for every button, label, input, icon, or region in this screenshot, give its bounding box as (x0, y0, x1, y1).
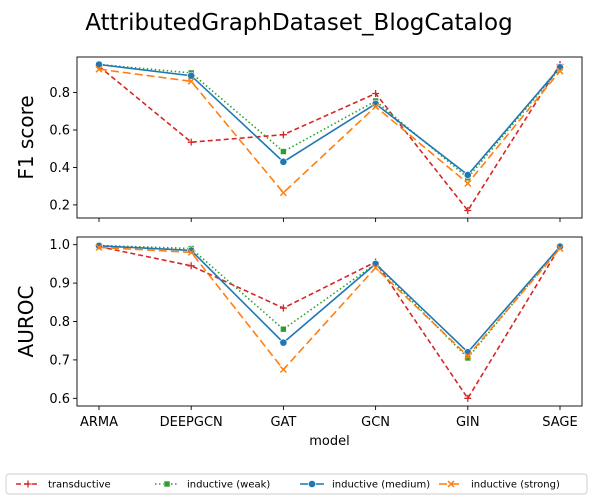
legend-label: inductive (strong) (471, 480, 560, 491)
series-inductive-weak (95, 61, 564, 182)
series-line (98, 244, 561, 360)
legend-label: inductive (weak) (187, 480, 270, 491)
series-line (98, 245, 561, 400)
y-axis-label: AUROC (14, 286, 38, 358)
data-point (279, 131, 287, 139)
legend-marker (24, 480, 32, 488)
data-point (464, 207, 472, 215)
series-inductive-strong (95, 65, 564, 197)
data-point (279, 365, 287, 374)
data-point (372, 264, 380, 272)
x-tick-label: DEEPGCN (160, 415, 223, 430)
series-line (98, 68, 561, 194)
x-tick-label: GCN (361, 415, 390, 430)
plot-frame (76, 236, 583, 407)
data-point (372, 103, 380, 111)
data-point (279, 338, 288, 347)
series-line (98, 63, 561, 177)
data-point (279, 304, 287, 312)
series-line (98, 246, 561, 371)
y-tick-label: 0.7 (49, 353, 70, 368)
data-point (95, 60, 103, 69)
data-point (464, 394, 472, 402)
plot-frame (76, 56, 583, 219)
data-point (556, 67, 564, 75)
y-tick-label: 0.8 (49, 86, 70, 101)
series-line (98, 63, 561, 179)
x-tick-label: GIN (456, 415, 480, 430)
legend-item: transductive (16, 480, 111, 491)
y-tick-label: 0.9 (49, 277, 70, 292)
x-tick-label: GAT (270, 415, 296, 430)
data-point (463, 171, 472, 179)
legend: transductive inductive (weak) inductive (m… (5, 473, 588, 495)
data-point (556, 63, 564, 72)
x-tick-label: ARMA (80, 415, 118, 430)
data-point (95, 65, 103, 73)
data-point (187, 77, 195, 85)
series-line (98, 64, 561, 212)
legend-frame (5, 473, 588, 495)
data-point (187, 248, 195, 256)
legend-marker (163, 480, 171, 488)
series-line (98, 245, 561, 354)
x-axis-label: model (309, 434, 349, 449)
data-point (464, 352, 472, 360)
y-tick-label: 1.0 (49, 238, 70, 253)
data-point (556, 242, 564, 251)
y-tick-label: 0.6 (49, 124, 70, 139)
data-point (187, 262, 195, 270)
y-tick-label: 0.2 (49, 198, 70, 213)
data-point (556, 244, 564, 253)
chart-title: AttributedGraphDataset_BlogCatalog (85, 10, 512, 36)
data-point (280, 325, 287, 333)
data-point (371, 259, 380, 268)
legend-item: inductive (strong) (439, 480, 560, 491)
data-point (279, 157, 288, 166)
data-point (372, 90, 380, 98)
y-tick-label: 0.6 (49, 392, 70, 407)
data-point (95, 243, 103, 251)
panels: 0.2 0.4 0.6 0.8 F1 score 0.6 0.7 0.8 0.9 1.0 ARMA D… (14, 56, 583, 430)
y-tick-label: 0.4 (49, 161, 70, 176)
panel-2: 0.6 0.7 0.8 0.9 1.0 ARMA DEEPGCN GAT GCN GIN SAGE A… (14, 236, 583, 430)
series-inductive-medium (95, 241, 564, 357)
legend-label: transductive (48, 480, 111, 491)
series-inductive-strong (95, 243, 564, 374)
x-tick-label: SAGE (542, 415, 577, 430)
panel-1: 0.2 0.4 0.6 0.8 F1 score (14, 56, 583, 222)
legend-marker (447, 480, 455, 488)
legend-marker (308, 480, 316, 488)
y-axis-label: F1 score (14, 95, 38, 179)
series-transductive (95, 60, 564, 215)
data-point (279, 189, 287, 197)
data-point (464, 179, 472, 187)
legend-item: inductive (weak) (155, 480, 270, 491)
legend-label: inductive (medium) (332, 480, 430, 491)
y-tick-label: 0.8 (49, 315, 70, 330)
data-point (187, 138, 195, 146)
legend-item: inductive (medium) (300, 480, 430, 491)
data-point (280, 148, 287, 155)
data-point (187, 71, 196, 80)
